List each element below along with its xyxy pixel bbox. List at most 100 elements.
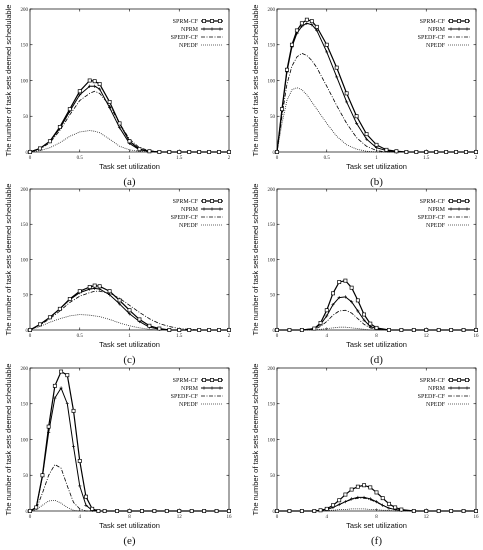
y-tick-label: 0: [26, 329, 29, 334]
data-point-nprm: [71, 445, 76, 449]
y-tick-label: 0: [273, 151, 276, 156]
data-point-sprm-cf: [139, 509, 144, 513]
data-point-sprm-cf: [436, 328, 441, 332]
legend-marker: [449, 386, 453, 390]
data-point-sprm-cf: [197, 328, 202, 332]
data-point-nprm: [368, 497, 372, 501]
data-point-sprm-cf: [47, 315, 52, 320]
y-tick-label: 150: [21, 223, 29, 228]
legend-entry-nprm: NPRM: [428, 207, 446, 213]
data-point-sprm-cf: [374, 142, 379, 147]
series-line-npedf: [276, 87, 476, 153]
x-tick-label: 1: [128, 156, 131, 161]
chart-panel-5: 0 50 100 150 200 0 4 8 12 16 Task set utilization T…: [4, 364, 232, 547]
data-point-nprm: [325, 50, 329, 54]
y-tick-label: 50: [270, 474, 276, 479]
x-tick-label: 0: [29, 515, 32, 520]
y-tick-label: 50: [270, 115, 276, 120]
legend-marker: [449, 19, 453, 23]
data-point-sprm-cf: [59, 369, 64, 374]
x-tick-label: 1: [375, 156, 378, 161]
series-line-spedf-cf: [277, 309, 476, 331]
data-point-sprm-cf: [67, 107, 72, 112]
data-point-sprm-cf: [28, 328, 32, 332]
data-point-sprm-cf: [97, 284, 102, 289]
data-point-sprm-cf: [386, 501, 391, 506]
y-tick-label: 0: [26, 510, 29, 515]
legend-entry-sprm-cf: SPRM-CF: [173, 19, 199, 25]
legend-marker: [449, 199, 453, 203]
legend-marker: [202, 199, 206, 203]
legend-entry-npedf: NPEDF: [179, 43, 199, 49]
y-tick-label: 50: [23, 294, 29, 299]
data-point-sprm-cf: [187, 328, 192, 332]
legend-entry-npedf: NPEDF: [426, 402, 446, 408]
legend-marker: [202, 19, 206, 23]
legend-entry-spedf-cf: SPEDF-CF: [418, 35, 446, 41]
data-point-sprm-cf: [299, 21, 304, 26]
y-tick-label: 0: [26, 151, 29, 156]
panel-label: (d): [370, 354, 383, 366]
data-point-nprm: [374, 500, 379, 504]
legend-marker: [457, 207, 461, 211]
data-point-sprm-cf: [404, 150, 409, 154]
y-tick-label: 200: [21, 367, 29, 372]
data-point-sprm-cf: [207, 150, 212, 154]
x-tick-label: 2: [228, 334, 231, 339]
data-point-nprm: [350, 300, 354, 304]
data-point-sprm-cf: [287, 509, 292, 513]
data-point-sprm-cf: [454, 150, 459, 154]
data-point-sprm-cf: [318, 508, 323, 513]
data-point-sprm-cf: [147, 323, 152, 328]
data-point-sprm-cf: [334, 65, 339, 70]
x-tick-label: 12: [424, 334, 430, 339]
legend-marker: [465, 386, 469, 390]
data-point-sprm-cf: [117, 298, 122, 303]
data-point-sprm-cf: [207, 328, 212, 332]
data-point-sprm-cf: [324, 506, 329, 511]
legend-marker: [457, 386, 461, 390]
legend-marker: [202, 386, 206, 390]
data-point-sprm-cf: [461, 509, 466, 513]
data-point-sprm-cf: [299, 509, 304, 513]
legend-entry-nprm: NPRM: [181, 386, 199, 392]
data-point-sprm-cf: [312, 326, 317, 331]
y-tick-label: 200: [268, 8, 276, 13]
data-point-sprm-cf: [90, 506, 95, 511]
data-point-sprm-cf: [331, 291, 335, 296]
data-point-sprm-cf: [187, 150, 192, 154]
data-point-sprm-cf: [84, 494, 88, 499]
legend-marker: [210, 199, 214, 203]
data-point-sprm-cf: [394, 149, 399, 154]
data-point-nprm: [93, 84, 97, 88]
series-line-sprm-cf: [29, 284, 229, 331]
legend-marker: [457, 27, 461, 31]
x-tick-label: 4: [326, 515, 329, 520]
x-tick-label: 16: [474, 515, 480, 520]
data-point-sprm-cf: [368, 321, 373, 326]
x-tick-label: 1.5: [176, 156, 183, 161]
data-point-nprm: [78, 484, 82, 488]
legend-marker: [210, 27, 214, 31]
data-point-sprm-cf: [386, 328, 391, 332]
legend-marker: [202, 27, 206, 31]
legend-entry-nprm: NPRM: [181, 27, 199, 33]
data-point-sprm-cf: [349, 487, 354, 492]
data-point-sprm-cf: [107, 289, 112, 294]
y-tick-label: 0: [273, 510, 276, 515]
data-point-sprm-cf: [355, 484, 360, 489]
data-point-sprm-cf: [34, 505, 39, 510]
y-tick-label: 200: [268, 367, 276, 372]
legend-entry-nprm: NPRM: [428, 27, 446, 33]
x-tick-label: 0: [29, 334, 32, 339]
data-point-sprm-cf: [127, 308, 132, 313]
legend-marker: [210, 386, 214, 390]
series-line-sprm-cf: [277, 280, 476, 331]
data-point-sprm-cf: [96, 509, 101, 513]
x-axis-label: Task set utilization: [99, 162, 160, 171]
data-point-nprm: [381, 503, 385, 507]
data-point-sprm-cf: [137, 317, 142, 322]
data-point-sprm-cf: [37, 146, 42, 151]
data-point-sprm-cf: [349, 285, 354, 290]
